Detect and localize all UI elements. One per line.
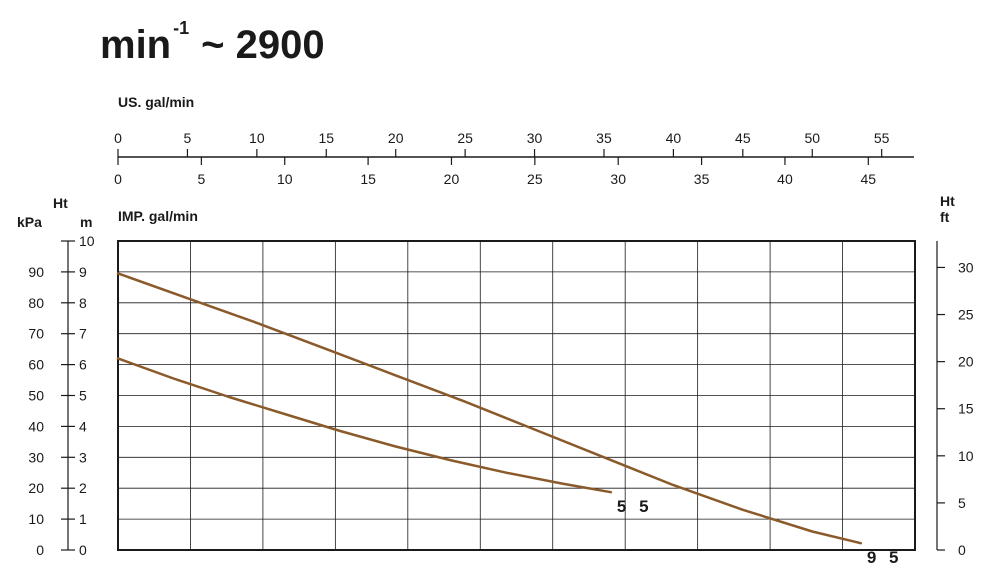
ft-tick-label: 5 (958, 495, 966, 511)
curve-line (116, 357, 613, 494)
curve-label: 5 5 (617, 497, 653, 516)
curve-label: 9 5 (867, 548, 903, 567)
m-tick-label: 10 (79, 233, 95, 249)
grid (118, 241, 915, 550)
title-rest: ~ 2900 (201, 23, 325, 67)
kpa-axis-label: kPa (17, 214, 42, 230)
imp-gal-tick-label: 40 (777, 171, 793, 187)
m-tick-label: 1 (79, 511, 87, 527)
us-gal-axis-label: US. gal/min (118, 94, 194, 110)
imp-gal-axis-label: IMP. gal/min (118, 208, 198, 224)
right-head-label: Ht (940, 193, 955, 209)
us-gal-tick-label: 45 (735, 130, 751, 146)
us-gal-tick-label: 30 (527, 130, 543, 146)
imp-gal-tick-label: 5 (197, 171, 205, 187)
kpa-tick-label: 70 (28, 326, 44, 342)
us-gal-tick-label: 5 (184, 130, 192, 146)
m-tick-label: 6 (79, 357, 87, 373)
kpa-tick-label: 60 (28, 357, 44, 373)
kpa-tick-label: 30 (28, 449, 44, 465)
kpa-tick-label: 0 (36, 542, 44, 558)
imp-gal-tick-label: 35 (694, 171, 710, 187)
m-tick-label: 9 (79, 264, 87, 280)
us-gal-tick-label: 40 (666, 130, 682, 146)
m-tick-label: 0 (79, 542, 87, 558)
ft-tick-label: 25 (958, 307, 974, 323)
us-gal-tick-label: 10 (249, 130, 265, 146)
title-exponent: -1 (173, 18, 190, 38)
m-axis-label: m (80, 214, 92, 230)
us-gal-tick-label: 55 (874, 130, 890, 146)
head-ft-axis: 0 5 10 15 20 25 30 (936, 241, 974, 558)
curve-line (116, 272, 863, 545)
m-tick-label: 2 (79, 480, 87, 496)
imp-gal-tick-label: 45 (861, 171, 877, 187)
m-tick-label: 7 (79, 326, 87, 342)
ft-tick-label: 10 (958, 448, 974, 464)
us-gal-tick-label: 35 (596, 130, 612, 146)
m-tick-label: 8 (79, 295, 87, 311)
m-tick-label: 5 (79, 388, 87, 404)
kpa-tick-label: 90 (28, 264, 44, 280)
kpa-tick-label: 40 (28, 418, 44, 434)
imp-gal-tick-label: 25 (527, 171, 543, 187)
us-gal-tick-label: 20 (388, 130, 404, 146)
m-tick-label: 3 (79, 449, 87, 465)
imp-gal-tick-label: 30 (610, 171, 626, 187)
imp-gal-tick-label: 0 (114, 171, 122, 187)
ft-tick-label: 30 (958, 259, 974, 275)
us-gal-tick-label: 50 (804, 130, 820, 146)
chart-title: min -1 ~ 2900 (100, 18, 325, 68)
right-ft-label: ft (940, 209, 950, 225)
us-gal-tick-label: 15 (318, 130, 334, 146)
ft-tick-label: 15 (958, 401, 974, 417)
left-head-label: Ht (53, 195, 68, 211)
kpa-tick-label: 80 (28, 295, 44, 311)
imp-gal-tick-label: 20 (444, 171, 460, 187)
title-base: min (100, 23, 172, 67)
imp-gal-tick-label: 15 (360, 171, 376, 187)
us-gal-axis: 0 5 10 15 20 25 30 35 40 45 50 55 0 5 10 15 20 25 30 35 40 45 (114, 130, 914, 187)
kpa-tick-label: 50 (28, 388, 44, 404)
us-gal-tick-label: 25 (457, 130, 473, 146)
us-gal-tick-label: 0 (114, 130, 122, 146)
imp-gal-tick-label: 10 (277, 171, 293, 187)
kpa-tick-label: 10 (28, 511, 44, 527)
head-axes: 0 1 2 3 4 5 6 7 8 9 10 0 10 20 30 40 50 60 70 80 90 (28, 233, 94, 558)
plot-frame (117, 240, 916, 551)
curves: 5 5 9 5 (116, 272, 903, 567)
ft-tick-label: 0 (958, 542, 966, 558)
ft-tick-label: 20 (958, 354, 974, 370)
m-tick-label: 4 (79, 418, 87, 434)
kpa-tick-label: 20 (28, 480, 44, 496)
